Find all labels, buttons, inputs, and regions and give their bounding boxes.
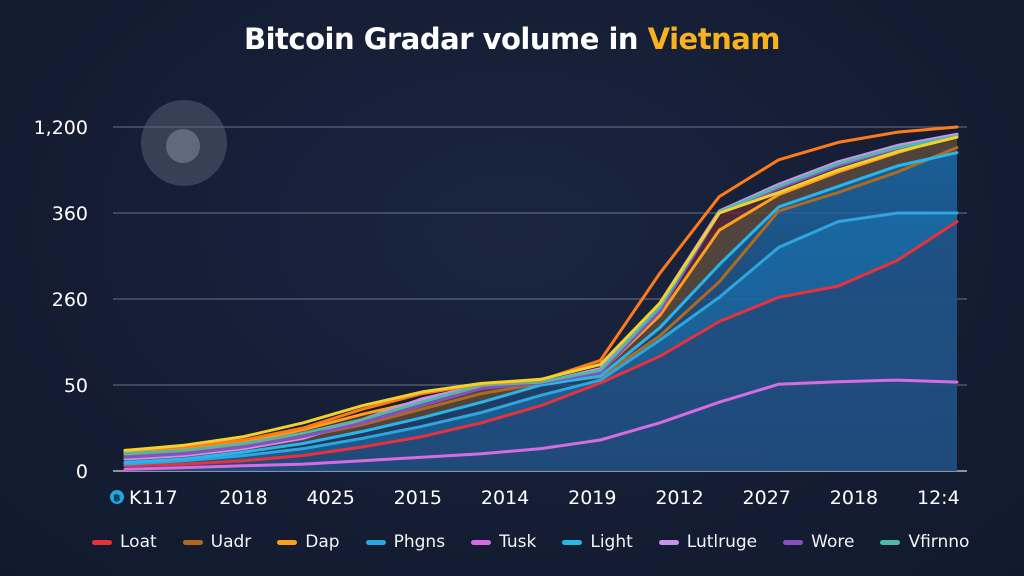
legend-label: Wore — [811, 532, 855, 552]
legend-swatch — [365, 539, 386, 545]
svg-text:฿: ฿ — [114, 493, 121, 504]
series-line-vfirnno — [123, 134, 959, 456]
y-tick-label: 260 — [52, 289, 88, 311]
x-tick-label: 2018 — [219, 487, 267, 509]
legend-item[interactable]: Uadr — [182, 532, 252, 552]
area-dap — [125, 135, 957, 463]
series-lines — [123, 125, 959, 471]
legend-item[interactable]: Loat — [92, 532, 157, 552]
legend-swatch — [182, 539, 203, 545]
legend-label: Uadr — [210, 532, 252, 552]
y-tick-label: 50 — [64, 375, 88, 397]
legend-swatch — [658, 539, 679, 545]
x-tick-label: K117 — [129, 487, 178, 509]
legend-label: Dap — [305, 532, 340, 552]
legend-label: Tusk — [499, 532, 537, 552]
legend-item[interactable]: Dap — [277, 532, 340, 552]
legend-swatch — [277, 539, 298, 545]
chart-title: Bitcoin Gradar volume in Vietnam — [0, 22, 1024, 56]
legend-label: Light — [590, 532, 633, 552]
x-tick-label: 12:4 — [917, 487, 960, 509]
x-tick-label: 2012 — [655, 487, 703, 509]
x-tick-label: 2019 — [568, 487, 616, 509]
title-main: Bitcoin Gradar volume in — [243, 22, 648, 56]
legend-swatch — [880, 539, 901, 545]
series-line-light — [123, 151, 959, 464]
legend-label: Vfirnno — [908, 532, 970, 552]
y-tick-label: 0 — [76, 461, 88, 483]
legend-item[interactable]: Tusk — [471, 532, 536, 552]
legend-item[interactable]: Lutlruge — [658, 532, 758, 552]
x-axis-ticks: K117 2018 4025 2015 2014 2019 2012 2027 2018 12:4 — [129, 487, 960, 509]
legend-label: Phgns — [393, 532, 446, 552]
y-tick-label: 360 — [52, 203, 88, 225]
y-axis-ticks: 0 50 260 360 1,200 — [34, 117, 88, 483]
series-line-tusk — [123, 378, 959, 471]
y-tick-label: 1,200 — [34, 117, 88, 139]
area-loat — [125, 221, 957, 471]
coin-icon: ฿ — [110, 490, 124, 504]
legend: Loat Uadr Dap Phgns Tusk Light Lutlruge Wore Vfi… — [92, 532, 995, 552]
series-line-yellow-unlabeled- — [123, 135, 959, 452]
title-accent: Vietnam — [647, 22, 781, 56]
decorative-moon-icon — [141, 100, 227, 186]
x-tick-label: 4025 — [306, 487, 354, 509]
legend-swatch — [562, 539, 583, 545]
x-tick-label: 2014 — [481, 487, 529, 509]
x-tick-label: 2027 — [743, 487, 791, 509]
legend-swatch — [92, 539, 112, 545]
legend-item[interactable]: Wore — [783, 532, 854, 552]
series-line-loat — [123, 220, 959, 468]
legend-swatch — [471, 539, 492, 545]
x-tick-label: 2018 — [830, 487, 878, 509]
legend-label: Lutlruge — [686, 532, 758, 552]
legend-item[interactable]: Light — [562, 532, 633, 552]
x-tick-label: 2015 — [394, 487, 442, 509]
legend-label: Loat — [120, 532, 157, 552]
series-areas — [125, 134, 957, 471]
series-line-phgns — [123, 211, 959, 466]
legend-item[interactable]: Phgns — [365, 532, 446, 552]
legend-swatch — [783, 539, 804, 545]
legend-item[interactable]: Vfirnno — [880, 532, 969, 552]
